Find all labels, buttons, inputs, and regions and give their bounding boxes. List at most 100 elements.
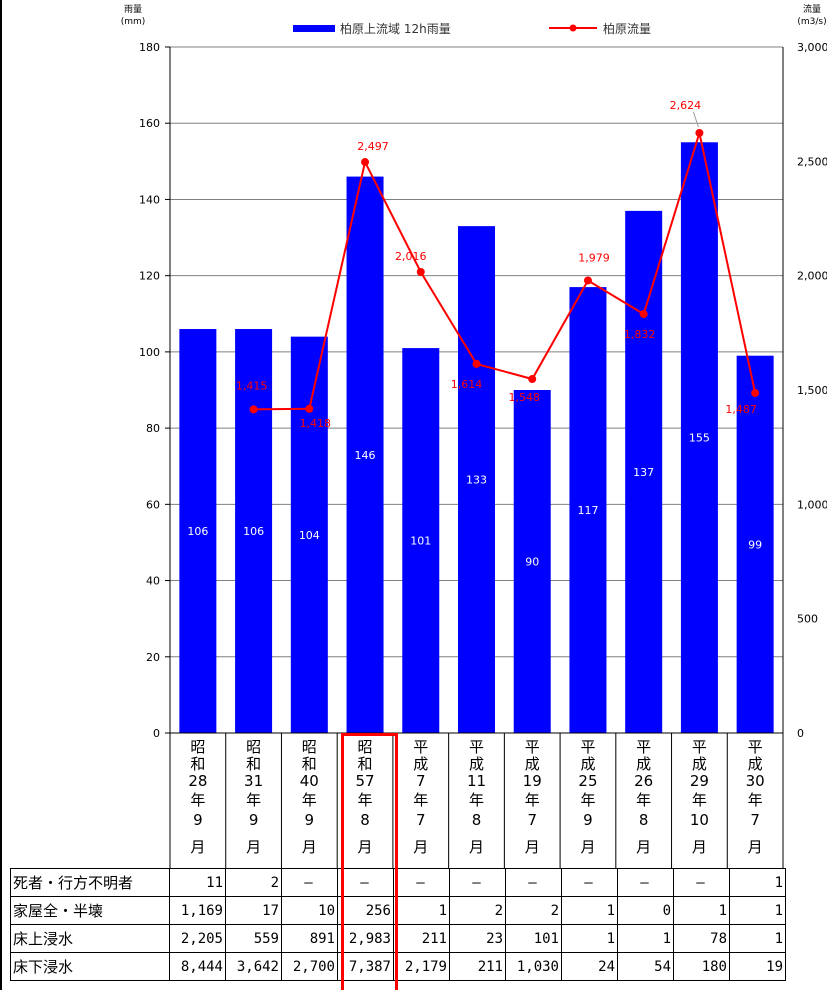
table-cell: 1 — [729, 896, 786, 925]
rainfall-bar — [458, 226, 495, 733]
category-char: 7 — [416, 772, 426, 790]
category-char: 28 — [188, 772, 207, 790]
category-char: 月 — [246, 838, 261, 856]
flow-value-label: 1,548 — [508, 391, 540, 404]
flow-point — [305, 404, 314, 413]
right-tick-label: 2,500 — [797, 155, 827, 168]
category-char: 月 — [413, 838, 428, 856]
rainfall-bar — [235, 329, 273, 733]
category-char: 31 — [244, 772, 263, 790]
table-cell: 1,030 — [505, 952, 562, 981]
table-cell: 891 — [281, 924, 338, 953]
left-tick-label: 100 — [139, 346, 160, 359]
flow-point — [249, 405, 258, 414]
category-char: 7 — [527, 811, 537, 829]
flow-value-label: 1,979 — [578, 251, 610, 264]
category-char: 昭 — [302, 738, 317, 756]
rainfall-bar — [625, 210, 663, 733]
flow-point — [472, 359, 481, 368]
category-char: 26 — [634, 772, 653, 790]
category-char: 年 — [748, 791, 763, 809]
category-char: 月 — [580, 838, 595, 856]
legend-bar-swatch — [293, 25, 335, 32]
bar-value-label: 101 — [410, 535, 431, 548]
page-left-border — [0, 0, 2, 990]
rainfall-bars: 106 106 104 146 101 133 90 117 137 155 99 — [179, 142, 774, 734]
category-char: 19 — [523, 772, 542, 790]
table-cell: 1 — [729, 868, 786, 897]
category-char: 年 — [246, 791, 261, 809]
table-cell: 180 — [673, 952, 730, 981]
left-tick-label: 40 — [146, 575, 160, 588]
table-cell: ― — [281, 868, 338, 897]
category-char: 成 — [636, 755, 651, 773]
bar-value-label: 137 — [633, 466, 654, 479]
flow-line: 1,415 1,418 2,497 2,016 1,614 1,548 1,979 1,832… — [236, 99, 760, 430]
table-cell: ― — [561, 868, 618, 897]
category-char: 月 — [302, 838, 317, 856]
category-char: 平 — [692, 738, 707, 756]
category-char: 9 — [305, 811, 315, 829]
rainfall-bar — [179, 329, 217, 733]
bar-value-label: 104 — [299, 529, 320, 542]
table-cell: 101 — [505, 924, 562, 953]
axes: 0 20 40 60 80 100 120 140 160 180 0 500 1,000 1,500 2,… — [139, 41, 827, 740]
category-char: 9 — [193, 811, 203, 829]
table-cell: 2 — [505, 896, 562, 925]
table-cell: 1,169 — [169, 896, 226, 925]
peak-leader-line — [692, 111, 699, 128]
table-cell: ― — [449, 868, 506, 897]
category-char: 8 — [360, 811, 370, 829]
category-char: 月 — [469, 838, 484, 856]
table-cell: 1 — [617, 924, 674, 953]
right-tick-label: 0 — [797, 727, 804, 740]
table-cell: 19 — [729, 952, 786, 981]
left-tick-label: 80 — [146, 422, 160, 435]
category-char: 年 — [302, 791, 317, 809]
category-char: 25 — [578, 772, 597, 790]
category-char: 成 — [748, 755, 763, 773]
table-cell: 7,387 — [337, 952, 394, 981]
bar-value-label: 117 — [577, 504, 598, 517]
table-row: 家屋全・半壊 1,169 17 10 256 1 2 2 1 0 1 1 — [10, 896, 786, 925]
category-char: 57 — [355, 772, 374, 790]
category-char: 和 — [190, 755, 205, 773]
rainfall-bar — [736, 355, 774, 733]
category-char: 30 — [746, 772, 765, 790]
left-tick-label: 120 — [139, 270, 160, 283]
flow-point — [361, 158, 370, 167]
category-char: 月 — [692, 838, 707, 856]
table-cell: ― — [673, 868, 730, 897]
left-tick-label: 0 — [153, 727, 160, 740]
category-char: 平 — [580, 738, 595, 756]
bar-value-label: 155 — [689, 432, 710, 445]
category-char: 29 — [690, 772, 709, 790]
row-label: 死者・行方不明者 — [10, 868, 170, 897]
category-char: 年 — [358, 791, 373, 809]
table-cell: 11 — [169, 868, 226, 897]
category-char: 年 — [525, 791, 540, 809]
category-char: 成 — [413, 755, 428, 773]
flow-value-label: 2,624 — [670, 99, 702, 112]
legend-line-label: 柏原流量 — [603, 21, 651, 36]
flow-line-path — [253, 129, 757, 411]
category-char: 11 — [467, 772, 486, 790]
highlight-box — [341, 733, 398, 990]
category-char: 和 — [358, 755, 373, 773]
category-char: 9 — [583, 811, 593, 829]
rainfall-bar — [513, 390, 551, 733]
bar-value-label: 90 — [525, 556, 539, 569]
table-cell: ― — [617, 868, 674, 897]
table-cell: 2,179 — [393, 952, 450, 981]
table-cell: 2,700 — [281, 952, 338, 981]
table-cell: 1 — [561, 896, 618, 925]
category-char: 和 — [302, 755, 317, 773]
flow-value-label: 1,614 — [451, 378, 483, 391]
category-char: 成 — [525, 755, 540, 773]
table-cell: 559 — [225, 924, 282, 953]
right-axis-unit: (m3/s) — [797, 17, 826, 27]
category-char: 昭 — [358, 738, 373, 756]
category-char: 昭 — [246, 738, 261, 756]
table-cell: 256 — [337, 896, 394, 925]
table-cell: 78 — [673, 924, 730, 953]
